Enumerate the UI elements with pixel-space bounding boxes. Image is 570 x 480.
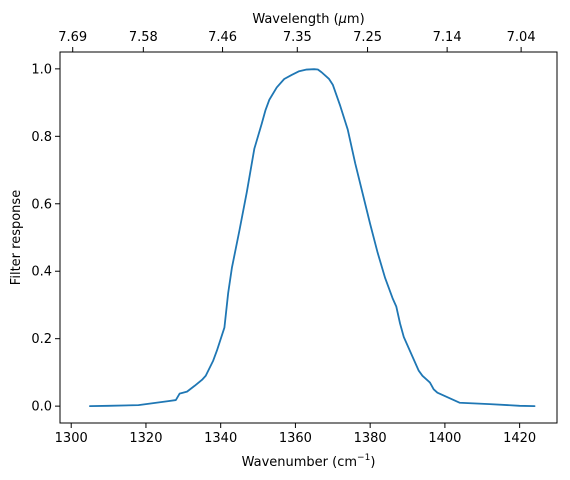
y-tick-label: 0.4 xyxy=(31,265,52,280)
y-tick-label: 0.8 xyxy=(31,130,52,145)
x-axis-label-end: ) xyxy=(370,455,375,470)
top-x-tick-label: 7.35 xyxy=(283,30,312,45)
x-tick-label: 1380 xyxy=(354,431,387,446)
top-x-axis: 7.69 7.58 7.46 7.35 7.25 7.14 7.04 xyxy=(58,30,536,52)
top-x-tick-label: 7.25 xyxy=(353,30,382,45)
top-x-tick-label: 7.04 xyxy=(507,30,536,45)
x-axis-label-superscript: −1 xyxy=(357,453,370,463)
top-x-tick-label: 7.58 xyxy=(129,30,158,45)
left-y-axis: 0.0 0.2 0.4 0.6 0.8 1.0 xyxy=(31,62,60,415)
series-line xyxy=(88,68,536,408)
plot-frame xyxy=(59,51,558,424)
top-x-tick-label: 7.69 xyxy=(58,30,87,45)
top-x-tick-label: 7.14 xyxy=(433,30,462,45)
bottom-x-axis: 1300 1320 1340 1360 1380 1400 1420 xyxy=(55,423,536,446)
x-axis-label: Wavenumber (cm−1) xyxy=(242,453,376,470)
y-tick-label: 1.0 xyxy=(31,62,52,77)
x-tick-label: 1320 xyxy=(129,431,162,446)
x-tick-label: 1340 xyxy=(204,431,237,446)
top-x-axis-label-end: m) xyxy=(347,12,365,27)
x-tick-label: 1420 xyxy=(503,431,536,446)
x-axis-label-main: Wavenumber (cm xyxy=(242,455,357,470)
top-x-axis-label-mu: μ xyxy=(338,12,347,27)
x-tick-label: 1300 xyxy=(55,431,88,446)
y-tick-label: 0.2 xyxy=(31,332,52,347)
y-tick-label: 0.0 xyxy=(31,400,52,415)
top-x-axis-label: Wavelength (μm) xyxy=(252,12,364,27)
x-tick-label: 1400 xyxy=(428,431,461,446)
y-tick-label: 0.6 xyxy=(31,197,52,212)
y-axis-label: Filter response xyxy=(9,190,24,285)
top-x-axis-label-main: Wavelength ( xyxy=(252,12,338,27)
x-tick-label: 1360 xyxy=(279,431,312,446)
top-x-tick-label: 7.46 xyxy=(208,30,237,45)
